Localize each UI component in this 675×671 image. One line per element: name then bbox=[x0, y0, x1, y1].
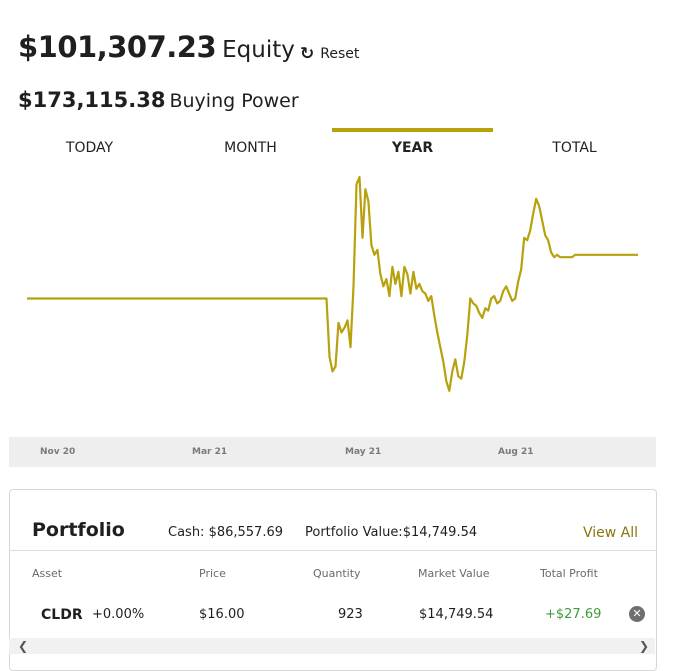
equity-series-line bbox=[27, 175, 638, 392]
tab-year[interactable]: YEAR bbox=[332, 128, 493, 162]
close-circle-icon[interactable]: ✕ bbox=[629, 606, 645, 622]
column-header-quantity: Quantity bbox=[313, 567, 361, 580]
asset-market-value: $14,749.54 bbox=[419, 607, 494, 622]
chevron-right-icon[interactable]: ❯ bbox=[639, 639, 650, 653]
tab-today[interactable]: TODAY bbox=[65, 140, 114, 156]
refresh-icon: ↻ bbox=[300, 44, 315, 64]
x-tick-label: May 21 bbox=[345, 447, 382, 457]
tab-total[interactable]: TOTAL bbox=[552, 140, 597, 156]
portfolio-title: Portfolio bbox=[32, 519, 125, 541]
period-tabs: TODAY MONTH YEAR TOTAL bbox=[9, 128, 656, 158]
portfolio-header: Portfolio Cash: $86,557.69 Portfolio Val… bbox=[10, 490, 656, 551]
equity-summary: $101,307.23 Equity bbox=[18, 30, 295, 64]
column-header-price: Price bbox=[199, 567, 226, 580]
buying-power-summary: $173,115.38 Buying Power bbox=[18, 88, 299, 112]
portfolio-value: Portfolio Value:$14,749.54 bbox=[305, 525, 478, 540]
x-tick-label: Nov 20 bbox=[40, 447, 76, 457]
column-header-total-profit: Total Profit bbox=[540, 567, 598, 580]
reset-label: Reset bbox=[320, 46, 360, 62]
x-tick-label: Aug 21 bbox=[498, 447, 534, 457]
asset-total-profit: +$27.69 bbox=[545, 607, 602, 622]
equity-line-chart bbox=[27, 175, 638, 392]
x-tick-label: Mar 21 bbox=[192, 447, 228, 457]
cash-balance: Cash: $86,557.69 bbox=[168, 525, 284, 540]
equity-value: $101,307.23 bbox=[18, 30, 217, 64]
column-header-asset: Asset bbox=[32, 567, 63, 580]
chevron-left-icon[interactable]: ❮ bbox=[18, 639, 29, 653]
column-header-market-value: Market Value bbox=[418, 567, 490, 580]
asset-quantity: 923 bbox=[338, 607, 363, 622]
tab-month[interactable]: MONTH bbox=[224, 140, 277, 156]
asset-price: $16.00 bbox=[199, 607, 245, 622]
equity-label: Equity bbox=[222, 37, 295, 63]
reset-button[interactable]: ↻ Reset bbox=[300, 44, 359, 64]
buying-power-value: $173,115.38 bbox=[18, 88, 166, 112]
buying-power-label: Buying Power bbox=[169, 90, 299, 112]
x-axis: Nov 20 Mar 21 May 21 Aug 21 bbox=[9, 437, 656, 467]
view-all-link[interactable]: View All bbox=[583, 525, 639, 541]
asset-change: +0.00% bbox=[92, 607, 145, 622]
horizontal-scrollbar[interactable]: ❮ ❯ bbox=[9, 638, 655, 654]
asset-symbol[interactable]: CLDR bbox=[41, 607, 83, 623]
